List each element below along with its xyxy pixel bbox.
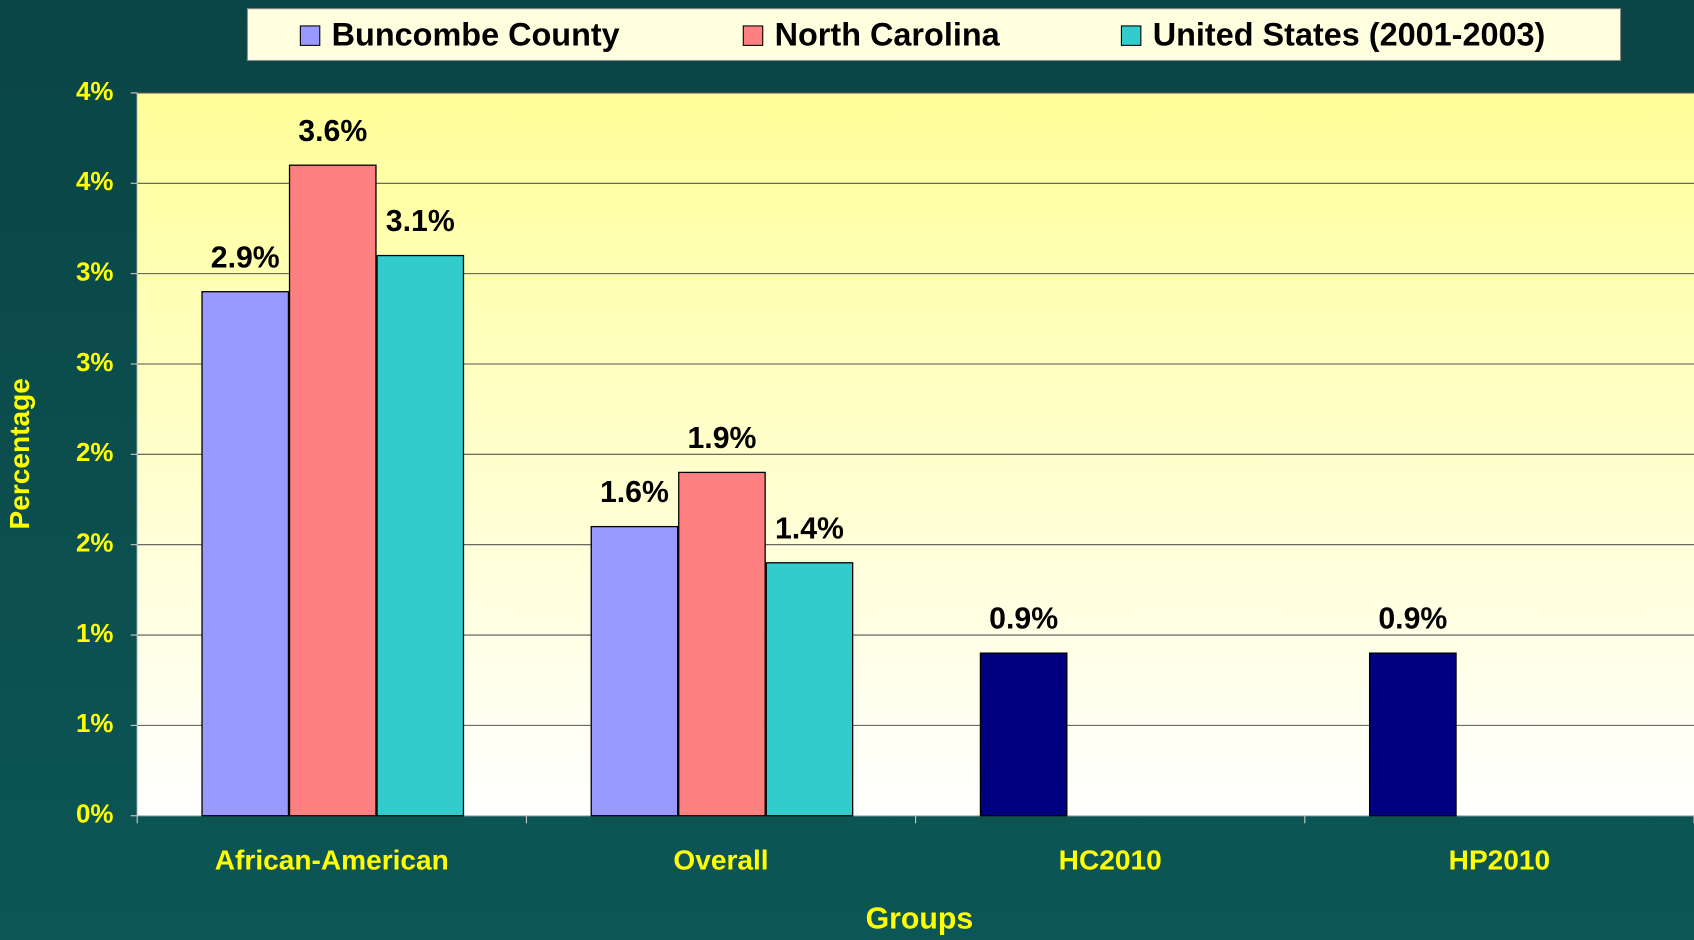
legend-swatch	[1120, 25, 1142, 46]
y-axis-title: Percentage	[4, 378, 35, 529]
y-tick-label: 1%	[76, 620, 113, 648]
bar	[979, 652, 1068, 817]
legend-label: Buncombe County	[332, 16, 620, 52]
bar	[1368, 652, 1457, 817]
bar	[288, 164, 377, 817]
x-tick-label: HP2010	[1449, 845, 1550, 876]
data-label: 0.9%	[989, 603, 1058, 636]
data-label: 3.6%	[298, 115, 367, 148]
y-tick-label: 1%	[76, 710, 113, 738]
bar	[590, 525, 679, 817]
data-label: 1.9%	[687, 422, 756, 455]
legend-swatch	[299, 25, 321, 46]
y-tick-label: 0%	[76, 801, 113, 829]
y-tick-label: 4%	[76, 168, 113, 196]
legend-label: United States (2001-2003)	[1153, 16, 1546, 52]
y-tick-label: 3%	[76, 349, 113, 377]
bar	[201, 291, 290, 817]
legend	[246, 8, 1622, 62]
data-label: 1.6%	[600, 476, 669, 509]
x-tick-label: African-American	[215, 845, 449, 876]
y-tick-label: 3%	[76, 258, 113, 286]
legend-swatch	[742, 25, 764, 46]
x-axis-title: Groups	[866, 903, 974, 936]
data-label: 0.9%	[1378, 603, 1447, 636]
bar	[376, 254, 465, 817]
x-tick-label: Overall	[673, 845, 768, 876]
data-label: 1.4%	[775, 512, 844, 545]
data-label: 3.1%	[386, 205, 455, 238]
data-label: 2.9%	[211, 241, 280, 274]
y-tick-label: 2%	[76, 530, 113, 558]
bar	[678, 471, 766, 817]
legend-label: North Carolina	[775, 16, 1001, 52]
y-tick-label: 4%	[76, 78, 113, 106]
x-tick-label: HC2010	[1059, 845, 1162, 876]
bar	[765, 562, 854, 817]
y-tick-label: 2%	[76, 439, 113, 467]
